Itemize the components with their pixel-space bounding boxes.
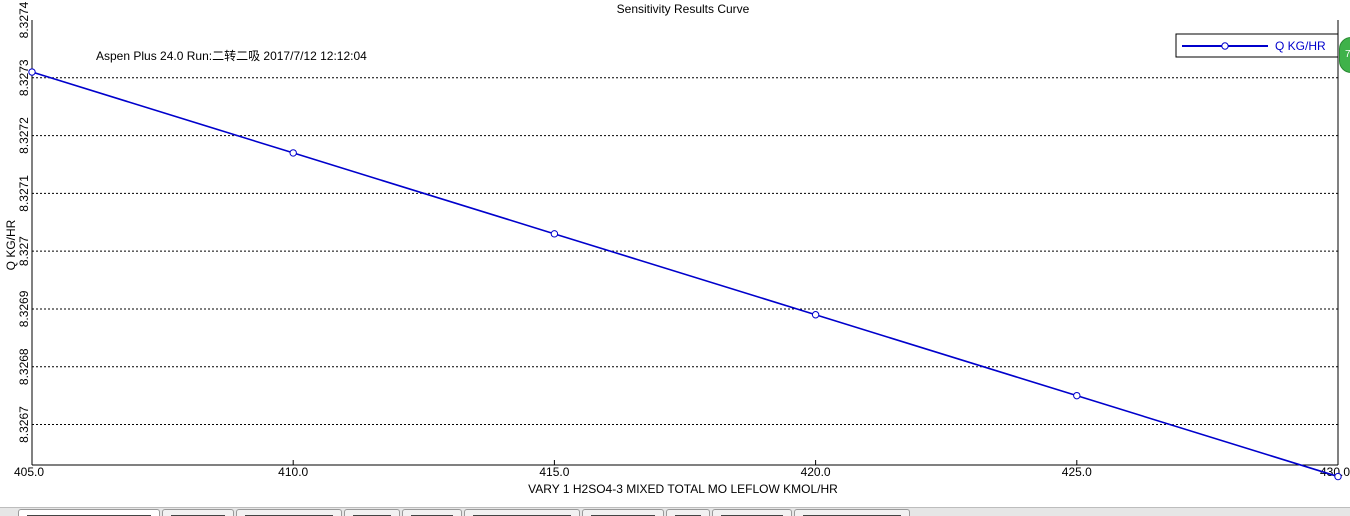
sheet-tab[interactable] [582,509,664,516]
sheet-tab[interactable] [464,509,580,516]
data-point [1334,472,1342,481]
data-point [1073,391,1081,400]
y-tick-label: 8.3273 [17,59,31,96]
x-tick-label: 410.0 [278,465,308,479]
data-point [811,311,820,319]
y-tick-label: 8.3267 [17,406,31,443]
y-tick-label: 8.3274 [17,1,31,38]
x-axis-label: VARY 1 H2SO4-3 MIXED TOTAL MO LEFLOW KMO… [528,482,838,496]
chart-title: Sensitivity Results Curve [617,2,750,16]
sheet-tab[interactable] [344,509,400,516]
legend: Q KG/HR [1175,33,1339,58]
sheet-tab[interactable] [18,509,160,516]
status-badge[interactable]: 7 [1339,37,1350,73]
y-axis-label: Q KG/HR [4,219,18,270]
grid-layer [32,77,1338,426]
data-point [550,230,559,238]
x-tick-label: 425.0 [1062,465,1092,479]
legend-marker-swatch [1221,42,1229,50]
series-layer [28,68,1342,481]
x-tick-label: 430.0 [1320,465,1350,479]
data-point [28,68,36,76]
data-point [289,149,297,157]
sheet-tab[interactable] [666,509,710,516]
labels-layer: Sensitivity Results Curve Aspen Plus 24.… [4,2,838,496]
y-tick-label: 8.3272 [17,117,31,154]
series-line-q [31,71,1339,478]
x-tick-label: 420.0 [801,465,831,479]
status-badge-label: 7 [1345,49,1350,60]
x-tick-label: 405.0 [14,465,44,479]
y-tick-label: 8.3269 [17,290,31,327]
sheet-tab[interactable] [712,509,792,516]
sheet-tab[interactable] [162,509,234,516]
sheet-tab[interactable] [236,509,342,516]
y-tick-label: 8.3268 [17,348,31,385]
legend-entry-label: Q KG/HR [1275,39,1326,53]
y-tick-label: 8.327 [17,236,31,266]
sheet-tab[interactable] [794,509,910,516]
axes-layer: 8.3267 8.3268 8.3269 8.327 8.3271 8.3272 8.327… [14,1,1350,479]
y-tick-label: 8.3271 [17,175,31,212]
sheet-tab[interactable] [402,509,462,516]
sheet-tab-bar [0,507,1350,516]
x-tick-label: 415.0 [539,465,569,479]
run-annotation: Aspen Plus 24.0 Run:二转二吸 2017/7/12 12:12… [96,48,367,63]
